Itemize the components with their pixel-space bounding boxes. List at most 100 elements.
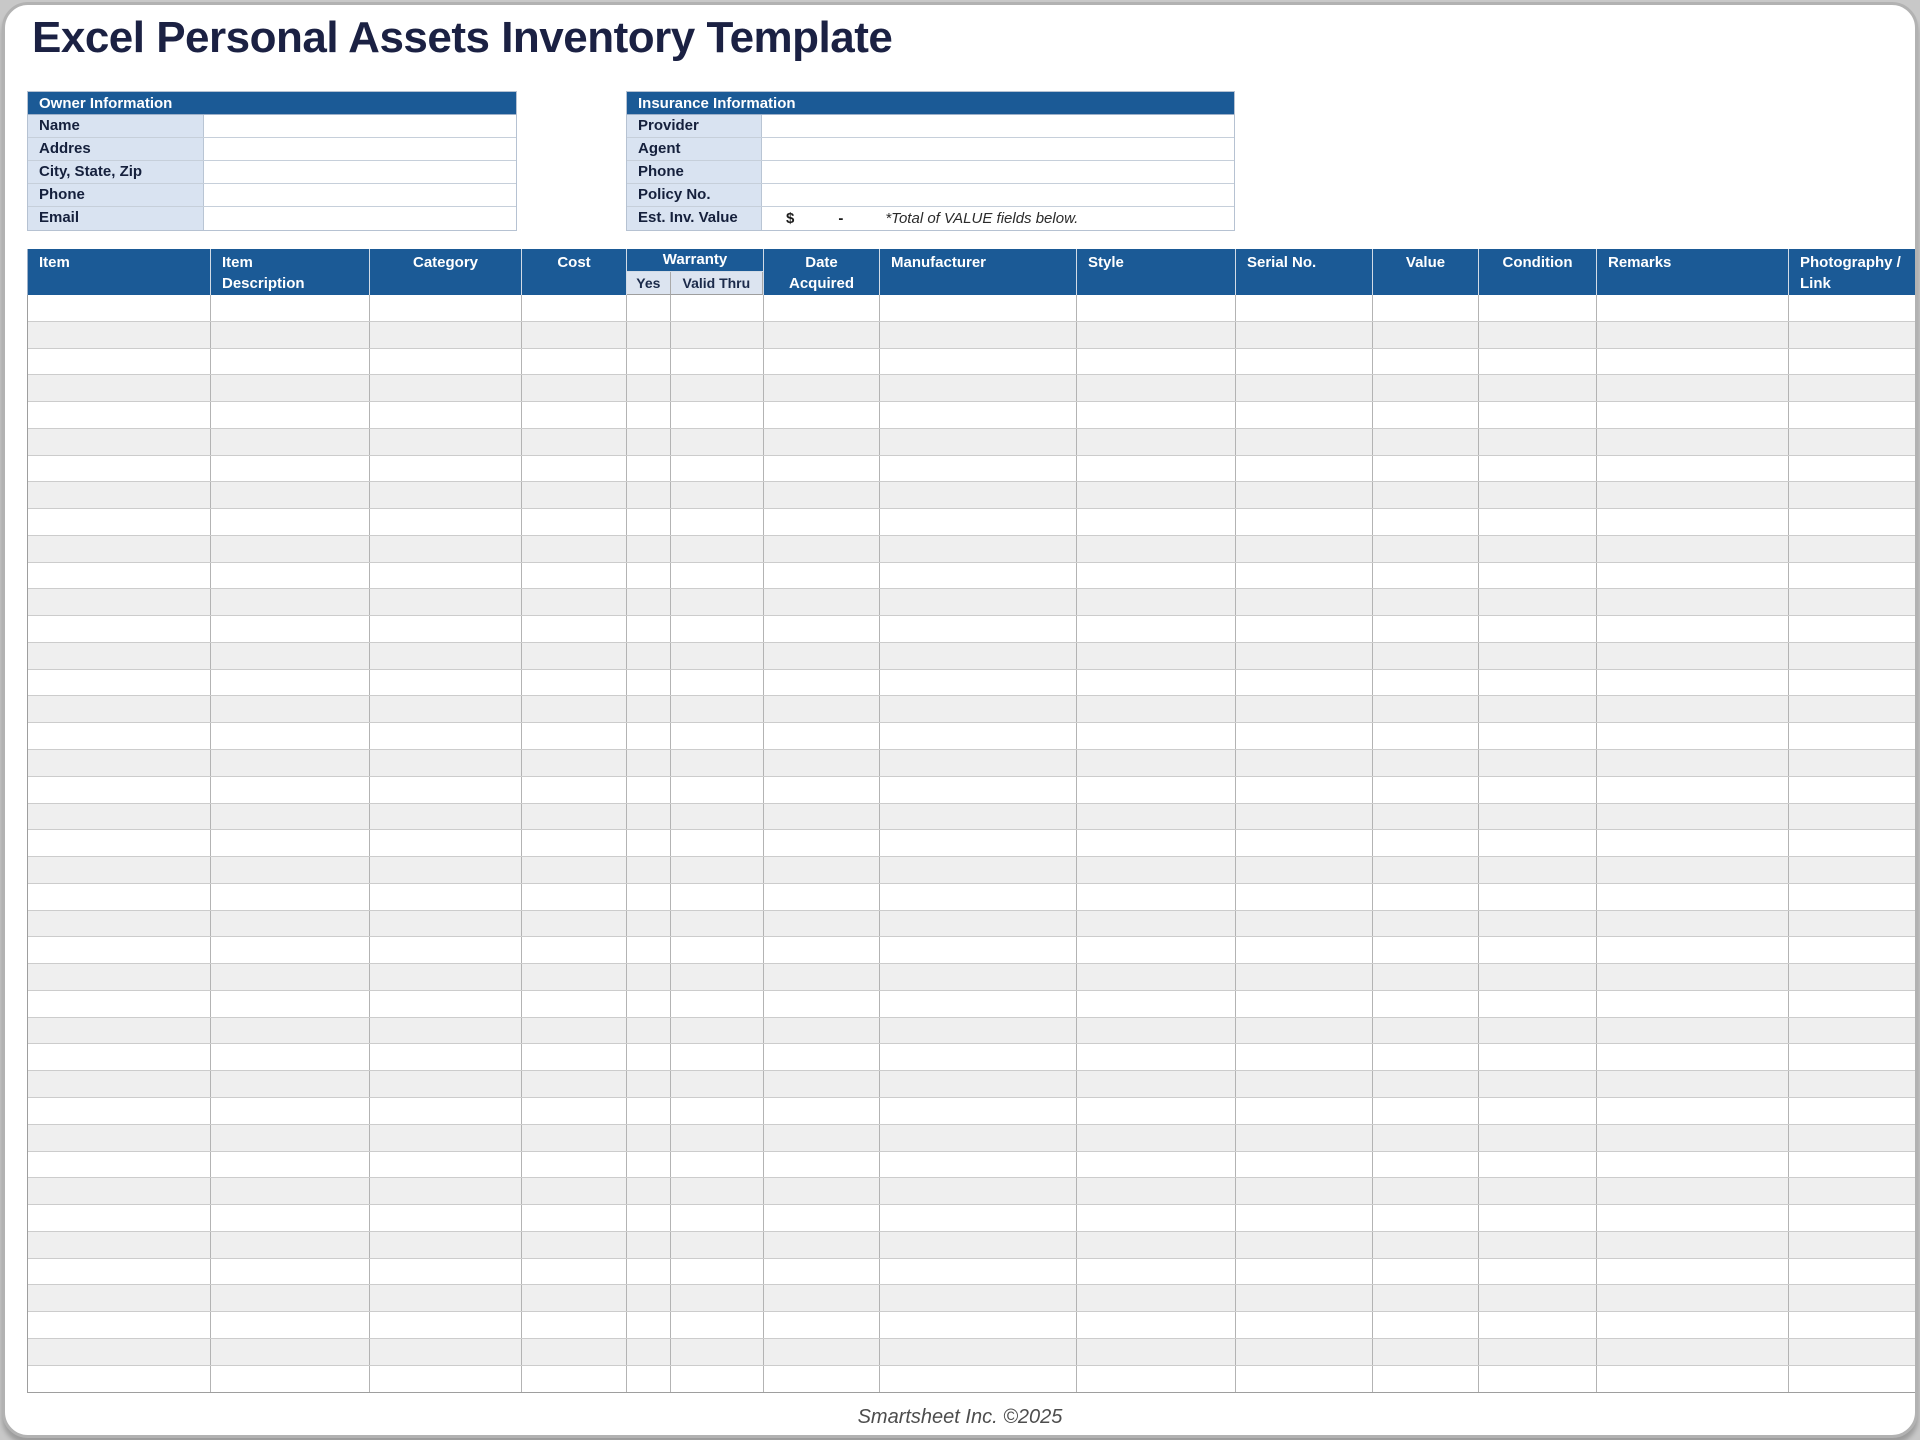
table-cell[interactable] [1597, 830, 1789, 857]
table-cell[interactable] [764, 1044, 880, 1071]
table-cell[interactable] [1479, 1338, 1597, 1365]
table-cell[interactable] [211, 535, 370, 562]
table-cell[interactable] [627, 857, 671, 883]
table-cell[interactable] [1789, 1044, 1915, 1070]
table-cell[interactable] [1597, 723, 1789, 750]
table-cell[interactable] [211, 990, 370, 1017]
table-cell[interactable] [28, 830, 211, 857]
table-cell[interactable] [1373, 589, 1479, 616]
table-cell[interactable] [1789, 429, 1915, 455]
table-cell[interactable] [211, 455, 370, 482]
table-cell[interactable] [522, 910, 627, 937]
table-cell[interactable] [764, 696, 880, 723]
table-cell[interactable] [1597, 321, 1789, 348]
table-cell[interactable] [1479, 723, 1597, 750]
table-cell[interactable] [627, 295, 671, 321]
table-cell[interactable] [1236, 803, 1373, 830]
table-cell[interactable] [211, 562, 370, 589]
table-cell[interactable] [671, 910, 764, 937]
table-cell[interactable] [28, 1338, 211, 1365]
table-cell[interactable] [522, 803, 627, 830]
table-cell[interactable] [764, 1365, 880, 1393]
table-cell[interactable] [1479, 1365, 1597, 1393]
table-cell[interactable] [627, 482, 671, 509]
table-cell[interactable] [370, 1258, 522, 1285]
table-cell[interactable] [370, 723, 522, 750]
table-cell[interactable] [370, 402, 522, 428]
table-cell[interactable] [211, 402, 370, 428]
table-cell[interactable] [671, 509, 764, 535]
table-cell[interactable] [1077, 1365, 1236, 1393]
table-cell[interactable] [1077, 857, 1236, 883]
table-cell[interactable] [880, 1205, 1077, 1231]
table-cell[interactable] [1373, 402, 1479, 428]
table-cell[interactable] [1373, 616, 1479, 642]
table-cell[interactable] [1373, 1231, 1479, 1258]
table-cell[interactable] [1373, 1124, 1479, 1151]
table-cell[interactable] [522, 990, 627, 1017]
table-cell[interactable] [211, 1285, 370, 1312]
table-cell[interactable] [627, 723, 671, 750]
table-cell[interactable] [1479, 562, 1597, 589]
table-cell[interactable] [1373, 1071, 1479, 1097]
table-cell[interactable] [28, 535, 211, 562]
table-cell[interactable] [880, 616, 1077, 642]
table-cell[interactable] [1597, 937, 1789, 964]
field-value-cell[interactable] [762, 115, 1234, 137]
table-cell[interactable] [1479, 910, 1597, 937]
table-cell[interactable] [1373, 910, 1479, 937]
table-cell[interactable] [627, 1285, 671, 1312]
table-cell[interactable] [671, 1285, 764, 1312]
table-cell[interactable] [1597, 589, 1789, 616]
table-cell[interactable] [1479, 937, 1597, 964]
table-cell[interactable] [1373, 803, 1479, 830]
table-cell[interactable] [1373, 830, 1479, 857]
table-cell[interactable] [522, 455, 627, 482]
table-cell[interactable] [764, 776, 880, 803]
table-cell[interactable] [764, 455, 880, 482]
table-cell[interactable] [1236, 990, 1373, 1017]
table-cell[interactable] [370, 1365, 522, 1393]
table-cell[interactable] [522, 1205, 627, 1231]
table-cell[interactable] [1077, 696, 1236, 723]
table-cell[interactable] [370, 990, 522, 1017]
table-cell[interactable] [28, 1231, 211, 1258]
table-cell[interactable] [1789, 456, 1915, 482]
table-cell[interactable] [522, 964, 627, 990]
table-cell[interactable] [764, 1124, 880, 1151]
table-cell[interactable] [1479, 482, 1597, 509]
table-cell[interactable] [880, 883, 1077, 910]
table-cell[interactable] [370, 1151, 522, 1178]
field-value-cell[interactable] [762, 184, 1234, 206]
table-cell[interactable] [370, 1312, 522, 1338]
table-cell[interactable] [1373, 1151, 1479, 1178]
table-cell[interactable] [1236, 830, 1373, 857]
table-cell[interactable] [1236, 1151, 1373, 1178]
field-value-cell[interactable] [204, 184, 516, 206]
table-cell[interactable] [671, 990, 764, 1017]
table-cell[interactable] [211, 910, 370, 937]
table-cell[interactable] [880, 295, 1077, 321]
table-cell[interactable] [1597, 669, 1789, 696]
table-cell[interactable] [28, 428, 211, 455]
table-cell[interactable] [522, 937, 627, 964]
field-value-cell[interactable] [204, 138, 516, 160]
table-cell[interactable] [627, 535, 671, 562]
table-cell[interactable] [1597, 696, 1789, 723]
table-cell[interactable] [1373, 750, 1479, 776]
table-cell[interactable] [1373, 964, 1479, 990]
table-cell[interactable] [764, 1258, 880, 1285]
table-cell[interactable] [764, 990, 880, 1017]
table-cell[interactable] [764, 1205, 880, 1231]
table-cell[interactable] [671, 321, 764, 348]
table-cell[interactable] [764, 509, 880, 535]
table-cell[interactable] [1236, 402, 1373, 428]
table-cell[interactable] [522, 883, 627, 910]
table-cell[interactable] [211, 509, 370, 535]
table-cell[interactable] [1789, 1205, 1915, 1231]
table-cell[interactable] [1373, 937, 1479, 964]
table-cell[interactable] [1597, 1338, 1789, 1365]
table-cell[interactable] [1373, 1312, 1479, 1338]
table-cell[interactable] [1373, 669, 1479, 696]
table-cell[interactable] [880, 1338, 1077, 1365]
